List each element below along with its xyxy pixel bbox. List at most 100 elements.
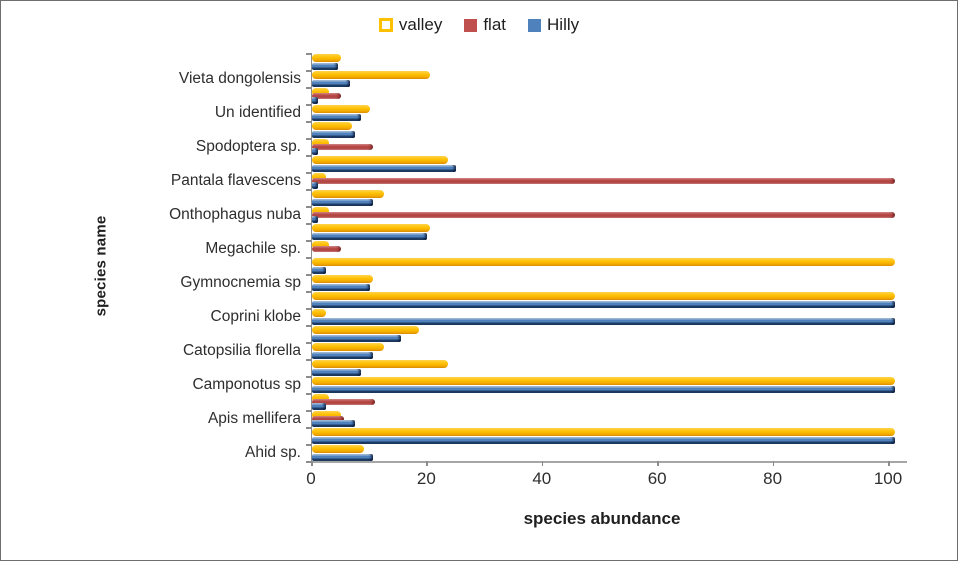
y-axis-tick [306,444,311,446]
bar-valley [312,444,364,453]
bar-group [312,444,908,461]
x-axis-tick [888,461,890,466]
category-label: Un identified [214,104,301,121]
y-axis-tick [306,87,311,89]
category-label: Onthophagus nuba [169,206,301,223]
y-axis-title: species name [92,215,110,317]
bar-hilly [312,148,318,155]
category-label: Coprini klobe [210,308,301,325]
bar-hilly [312,165,457,172]
bar-group [312,325,908,342]
bar-group [312,155,908,172]
plot-area [311,53,908,461]
x-axis-tick [657,461,659,466]
legend-item-flat: flat [464,15,506,35]
bar-hilly [312,420,356,427]
bar-hilly [312,403,327,410]
bar-valley [312,70,431,79]
bar-hilly [312,233,428,240]
category-label: Vieta dongolensis [178,70,301,87]
bar-valley [312,87,330,96]
y-axis-tick [306,138,311,140]
bar-group [312,308,908,325]
x-axis-tick [426,461,428,466]
bar-hilly [312,437,895,444]
bar-group [312,70,908,87]
bar-valley [312,138,330,147]
bar-group [312,274,908,291]
category-label: Spodoptera sp. [195,138,301,155]
bar-group [312,172,908,189]
category-label: Apis mellifera [207,410,301,427]
bar-group [312,121,908,138]
bar-hilly [312,267,327,274]
y-axis-tick [306,172,311,174]
bar-hilly [312,114,362,121]
bar-hilly [312,335,402,342]
bar-flat [312,178,895,184]
y-axis-tick [306,376,311,378]
bar-valley [312,410,341,419]
y-axis-tick [306,274,311,276]
bar-valley [312,342,385,351]
category-label: Ahid sp. [244,444,301,461]
bar-group [312,291,908,308]
y-axis-tick [306,342,311,344]
bar-valley [312,223,431,232]
y-axis-tick [306,155,311,157]
y-axis-tick [306,121,311,123]
x-axis-tick [772,461,775,466]
bar-valley [312,240,330,249]
bar-hilly [312,182,318,189]
bar-hilly [312,199,373,206]
bar-group [312,223,908,240]
y-axis-tick [306,410,311,412]
bar-flat [312,93,341,99]
bar-valley [312,359,448,368]
bar-flat [312,416,344,422]
bar-valley [312,393,330,402]
bar-valley [312,189,385,198]
y-axis-tick [306,257,311,259]
bar-flat [312,212,895,218]
x-tick-label: 40 [532,469,552,488]
bar-hilly [312,318,895,325]
x-axis-tick [541,461,544,466]
bar-hilly [312,97,318,104]
bar-valley [312,104,370,113]
x-axis-line [311,461,907,463]
bar-hilly [312,284,370,291]
bar-group [312,342,908,359]
legend-label-valley: valley [398,15,443,34]
x-tick-label: 100 [873,469,903,488]
category-label: Megachile sp. [205,240,301,257]
x-axis-title: species abundance [523,509,681,528]
category-label: Gymnocnemia sp [180,274,301,291]
bar-hilly [312,80,350,87]
legend-item-valley: valley [378,15,443,35]
legend-swatch-hilly-icon [528,18,542,32]
bar-valley [312,325,419,334]
y-axis-tick [306,104,311,106]
bar-flat [312,399,376,405]
bar-hilly [312,369,362,376]
y-axis-tick [306,291,311,293]
bar-valley [312,172,327,181]
category-label: Catopsilia florella [182,342,301,359]
legend-swatch-flat-icon [464,18,478,32]
legend-label-flat: flat [483,15,507,34]
y-axis-tick [306,240,311,242]
bar-valley [312,427,895,436]
legend-item-hilly: Hilly [528,15,579,35]
bar-group [312,427,908,444]
x-tick-label: 20 [416,469,436,488]
legend-swatch-valley-icon [378,18,393,32]
bar-hilly [312,454,373,461]
y-axis-tick [306,461,311,463]
bar-flat [312,246,341,252]
y-axis-tick [306,427,311,429]
bar-flat [312,144,373,150]
bar-valley [312,155,448,164]
x-axis-tick [311,461,313,466]
